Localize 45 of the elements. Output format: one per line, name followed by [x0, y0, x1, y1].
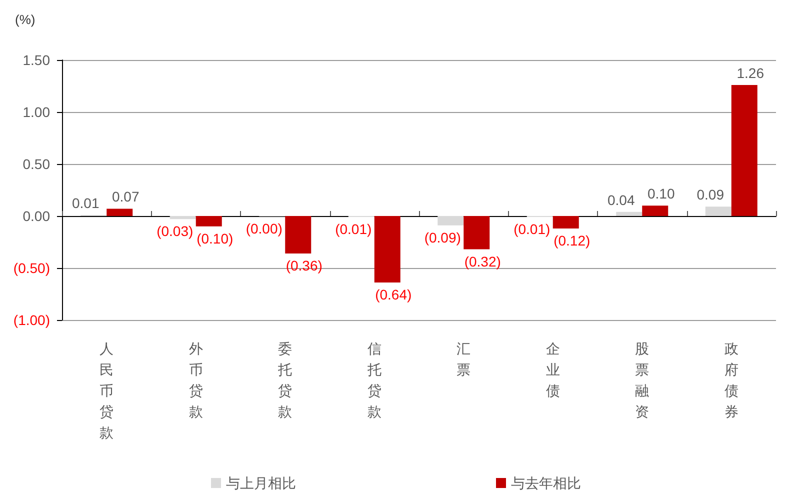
data-label: 0.09	[696, 186, 724, 203]
bar	[731, 84, 758, 216]
bar	[464, 216, 490, 250]
y-tick-label: 1.00	[22, 104, 50, 120]
legend-label: 与上月相比	[226, 475, 296, 491]
bar	[552, 216, 579, 228]
data-label: (0.12)	[554, 232, 590, 248]
y-tick-label: 0.00	[22, 208, 50, 224]
data-label: (0.01)	[514, 221, 550, 238]
data-label: (0.10)	[196, 230, 234, 246]
x-tick-label: 政府债券	[724, 340, 738, 420]
y-tick-label: (0.50)	[13, 260, 50, 276]
bar	[438, 216, 464, 226]
data-label: 0.01	[72, 194, 100, 211]
bar	[196, 216, 222, 226]
y-tick-label: (1.00)	[13, 312, 50, 328]
data-label: (0.32)	[464, 253, 501, 270]
data-label: (0.01)	[335, 221, 372, 238]
y-tick-label: 0.50	[22, 156, 50, 172]
x-tick-label: 股票融资	[635, 340, 650, 420]
y-axis-title: (%)	[15, 12, 36, 27]
bar	[642, 206, 668, 216]
bar	[170, 216, 196, 220]
bar	[705, 206, 732, 216]
data-label: 0.07	[112, 188, 140, 205]
legend-label: 与去年相比	[511, 475, 581, 491]
x-tick-label: 委托贷款	[277, 340, 292, 420]
x-tick-label: 汇票	[456, 340, 471, 378]
data-label: (0.00)	[246, 220, 282, 236]
data-label: (0.09)	[424, 229, 461, 246]
data-label: (0.36)	[286, 257, 322, 274]
bar	[106, 208, 133, 216]
data-label: 0.10	[648, 186, 675, 202]
x-tick-label: 外币贷款	[188, 340, 203, 420]
bar	[374, 216, 400, 283]
x-tick-label: 人民币贷款	[100, 340, 114, 440]
x-tick-label: 信托贷款	[366, 340, 382, 420]
data-label: 1.26	[736, 64, 764, 81]
bar	[285, 216, 312, 254]
data-label: (0.03)	[156, 223, 194, 240]
x-tick-label: 企业债	[546, 340, 560, 398]
bar	[616, 212, 642, 216]
data-label: (0.64)	[375, 286, 412, 303]
y-tick-label: 1.50	[22, 52, 50, 68]
data-label: 0.04	[608, 192, 635, 208]
